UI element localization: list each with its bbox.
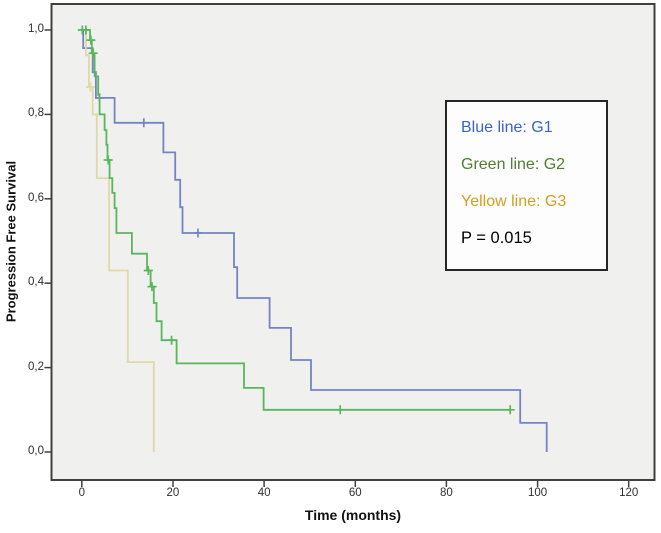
- y-axis-title: Progression Free Survival: [3, 160, 19, 323]
- censor-mark-G2: [335, 405, 345, 415]
- censor-mark-G3: [86, 82, 95, 92]
- legend-entry-g2: Green line: G2: [461, 155, 566, 173]
- y-tick-label: 0,6: [28, 191, 44, 204]
- censor-mark-G2: [88, 48, 98, 58]
- censor-mark-G2: [505, 405, 515, 415]
- y-tick-label: 0,2: [28, 360, 44, 373]
- y-tick-label: 0,4: [28, 276, 44, 289]
- legend-entry-g1: Blue line: G1: [461, 118, 553, 136]
- censor-mark-G1: [193, 228, 203, 238]
- legend-entry-g3: Yellow line: G3: [461, 192, 567, 210]
- survival-curve-G3: [81, 29, 155, 452]
- censor-mark-G2: [167, 335, 177, 345]
- x-tick-label: 80: [439, 487, 453, 499]
- y-tick-label: 0,8: [28, 107, 44, 120]
- censor-mark-G2: [147, 282, 157, 292]
- x-tick-label: 60: [348, 487, 362, 499]
- x-tick-label: 120: [619, 487, 639, 499]
- x-axis-title: Time (months): [304, 507, 402, 523]
- x-tick-label: 40: [257, 487, 271, 499]
- legend-box: Blue line: G1 Green line: G2 Yellow line…: [445, 100, 608, 271]
- censor-mark-G1: [139, 118, 149, 128]
- survival-curve-G2: [81, 29, 512, 411]
- x-tick-label: 100: [527, 487, 548, 499]
- y-tick-label: 1,0: [28, 23, 44, 35]
- y-tick-label: 0,0: [28, 445, 44, 457]
- survival-curve-G1: [81, 29, 548, 452]
- censor-mark-G2: [81, 25, 91, 35]
- censor-mark-G2: [86, 35, 96, 45]
- x-tick-label: 0: [78, 487, 85, 499]
- legend-p-value: P = 0.015: [461, 229, 532, 247]
- x-tick-label: 20: [166, 487, 180, 499]
- plot-border: [50, 3, 656, 481]
- censor-mark-G2: [143, 266, 153, 275]
- censor-mark-G2: [103, 155, 113, 165]
